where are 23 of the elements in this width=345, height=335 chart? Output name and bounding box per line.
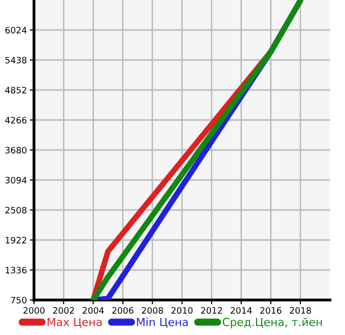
legend-label: Min Цена	[137, 318, 188, 328]
y-tick-label: 3094	[5, 176, 27, 184]
legend-label: Max Цена	[48, 318, 102, 328]
y-tick-label: 1336	[6, 266, 27, 274]
legend-label: Сред.Цена, т.йен	[222, 318, 322, 328]
x-tick-label: 2010	[172, 307, 193, 314]
x-tick-label: 2006	[112, 307, 134, 314]
x-tick-label: 2002	[53, 307, 74, 314]
x-tick-label: 2016	[260, 307, 282, 314]
y-tick-label: 5438	[5, 56, 26, 64]
x-tick-label: 2014	[230, 307, 252, 314]
y-tick-label: 3680	[5, 146, 26, 154]
x-tick-label: 2008	[142, 307, 163, 314]
y-tick-label: 750	[11, 296, 26, 304]
x-tick-label: 2018	[290, 307, 311, 314]
x-tick-label: 2004	[82, 307, 104, 314]
x-tick-label: 2000	[24, 307, 45, 314]
y-tick-label: 1922	[6, 236, 26, 244]
y-tick-label: 2508	[5, 206, 26, 214]
y-tick-label: 4852	[5, 86, 26, 94]
y-tick-label: 6024	[5, 26, 27, 34]
y-tick-label: 4266	[5, 116, 27, 124]
x-tick-label: 2012	[201, 307, 222, 314]
